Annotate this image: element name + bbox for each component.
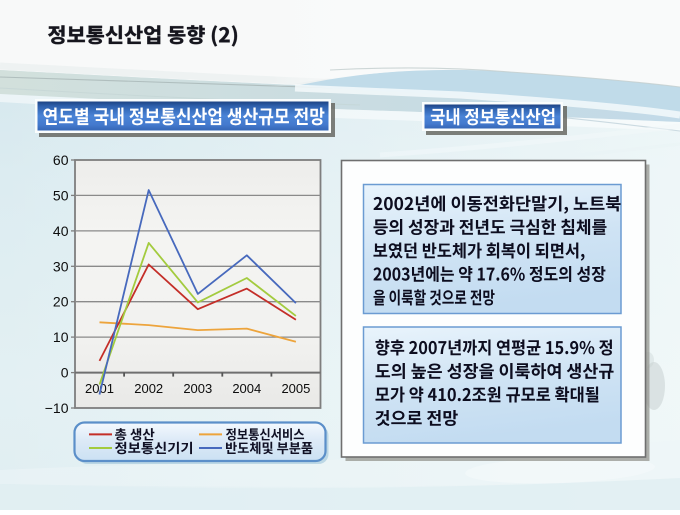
svg-text:2003: 2003 (183, 381, 212, 396)
svg-text:50: 50 (53, 187, 69, 203)
svg-text:60: 60 (53, 152, 69, 168)
svg-text:2004: 2004 (232, 381, 261, 396)
svg-text:−10: −10 (45, 400, 69, 416)
svg-text:40: 40 (53, 223, 69, 239)
svg-text:2002: 2002 (134, 381, 163, 396)
svg-text:0: 0 (61, 365, 69, 381)
svg-text:2001: 2001 (85, 381, 114, 396)
svg-text:30: 30 (53, 258, 69, 274)
svg-text:2005: 2005 (281, 381, 310, 396)
svg-text:10: 10 (53, 329, 69, 345)
svg-text:20: 20 (53, 294, 69, 310)
